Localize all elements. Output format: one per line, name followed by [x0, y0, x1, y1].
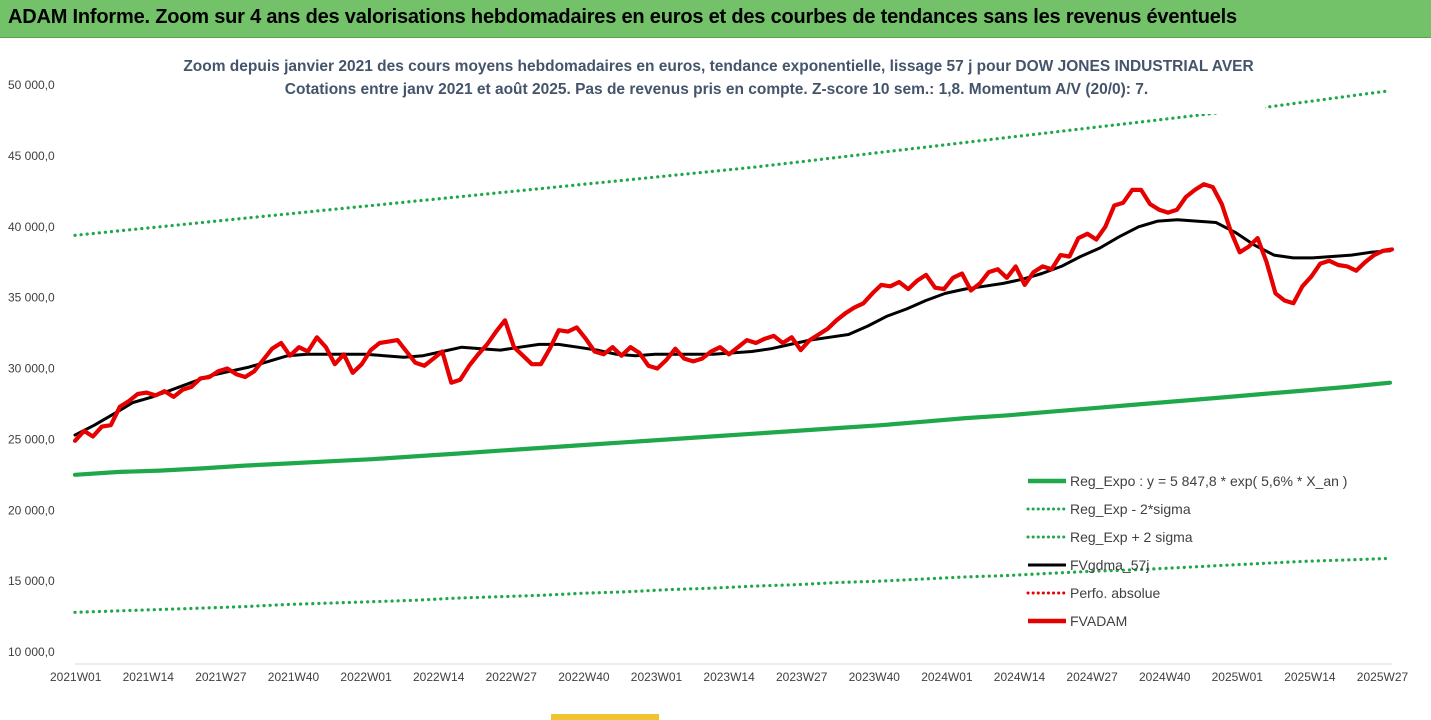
x-tick-label: 2024W14 [994, 670, 1046, 684]
y-tick-label: 10 000,0 [8, 645, 55, 659]
price-line-fvadam [72, 182, 1395, 443]
x-tick-label: 2024W27 [1066, 670, 1118, 684]
x-tick-label: 2021W14 [123, 670, 175, 684]
y-tick-label: 30 000,0 [8, 362, 55, 376]
chart-title: Zoom depuis janvier 2021 des cours moyen… [183, 58, 1254, 75]
trend-line-reg-expo [72, 380, 1393, 477]
x-tick-label: 2023W40 [849, 670, 901, 684]
legend-label: FVgdma_57j [1070, 557, 1149, 573]
x-tick-label: 2021W27 [195, 670, 247, 684]
x-tick-label: 2022W01 [340, 670, 392, 684]
x-tick-label: 2023W14 [703, 670, 755, 684]
x-tick-label: 2025W01 [1212, 670, 1264, 684]
x-tick-label: 2022W40 [558, 670, 610, 684]
y-tick-label: 20 000,0 [8, 503, 55, 517]
y-tick-label: 50 000,0 [8, 78, 55, 92]
chart-svg: 10 000,0 15 000,0 20 000,0 25 000,0 30 000,0… [8, 52, 1409, 684]
sheet-tab-marker [551, 714, 659, 720]
legend-label: Perfo. absolue [1070, 585, 1160, 601]
y-tick-label: 40 000,0 [8, 220, 55, 234]
band-line-upper [73, 89, 1392, 237]
report-header-banner: ADAM Informe. Zoom sur 4 ans des valoris… [0, 0, 1431, 38]
title-background [168, 52, 1265, 114]
y-tick-label: 15 000,0 [8, 574, 55, 588]
x-tick-label: 2022W14 [413, 670, 465, 684]
y-tick-label: 25 000,0 [8, 432, 55, 446]
x-tick-label: 2022W27 [486, 670, 538, 684]
chart-subtitle: Cotations entre janv 2021 et août 2025. … [284, 81, 1149, 98]
x-tick-label: 2021W01 [50, 670, 102, 684]
y-tick-label: 45 000,0 [8, 149, 55, 163]
x-tick-label: 2021W40 [268, 670, 320, 684]
band-line-lower [73, 556, 1392, 614]
x-tick-label: 2024W01 [921, 670, 973, 684]
legend-label: FVADAM [1070, 613, 1127, 629]
smoothed-line-fvgdma-57j [73, 218, 1392, 437]
x-tick-label: 2023W01 [631, 670, 683, 684]
x-tick-label: 2025W14 [1284, 670, 1336, 684]
legend-label: Reg_Exp - 2*sigma [1070, 501, 1191, 517]
report-header-title: ADAM Informe. Zoom sur 4 ans des valoris… [8, 6, 1237, 28]
x-tick-label: 2023W27 [776, 670, 828, 684]
legend-label: Reg_Expo : y = 5 847,8 * exp( 5,6% * X_a… [1070, 473, 1347, 489]
chart-area: 10 000,0 15 000,0 20 000,0 25 000,0 30 000,0… [0, 38, 1431, 720]
legend-label: Reg_Exp + 2 sigma [1070, 529, 1193, 545]
y-tick-label: 35 000,0 [8, 291, 55, 305]
x-tick-label: 2024W40 [1139, 670, 1191, 684]
x-tick-label: 2025W27 [1357, 670, 1409, 684]
